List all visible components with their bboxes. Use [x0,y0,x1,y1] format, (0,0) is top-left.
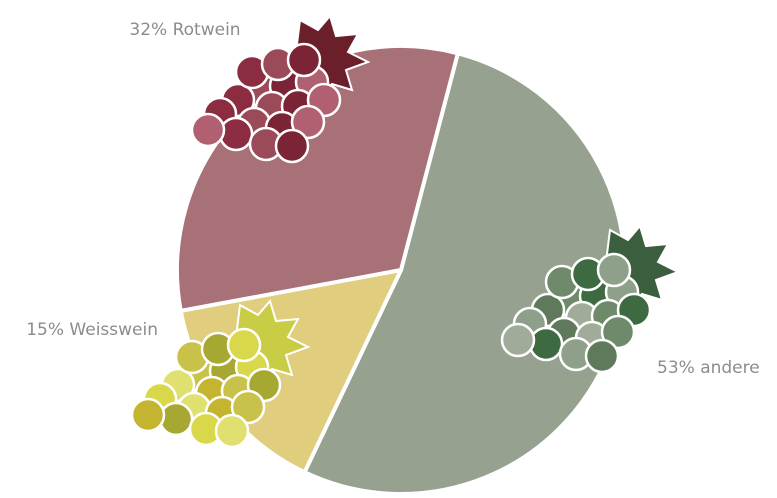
grape [158,401,194,437]
grape [230,389,266,425]
grape [190,112,226,148]
grape [286,42,322,78]
grape [218,116,254,152]
grape [226,327,262,363]
grape [500,322,536,358]
slice-label: 15% Weisswein [26,320,158,340]
grape [130,397,166,433]
slice-label: 32% Rotwein [129,20,240,40]
grape [274,128,310,164]
grape [290,104,326,140]
grape [528,326,564,362]
grape [214,413,250,449]
grape-decorations [130,13,681,449]
grape [596,252,632,288]
grape [584,338,620,374]
grape [600,314,636,350]
slice-label: 53% andere [657,358,760,378]
